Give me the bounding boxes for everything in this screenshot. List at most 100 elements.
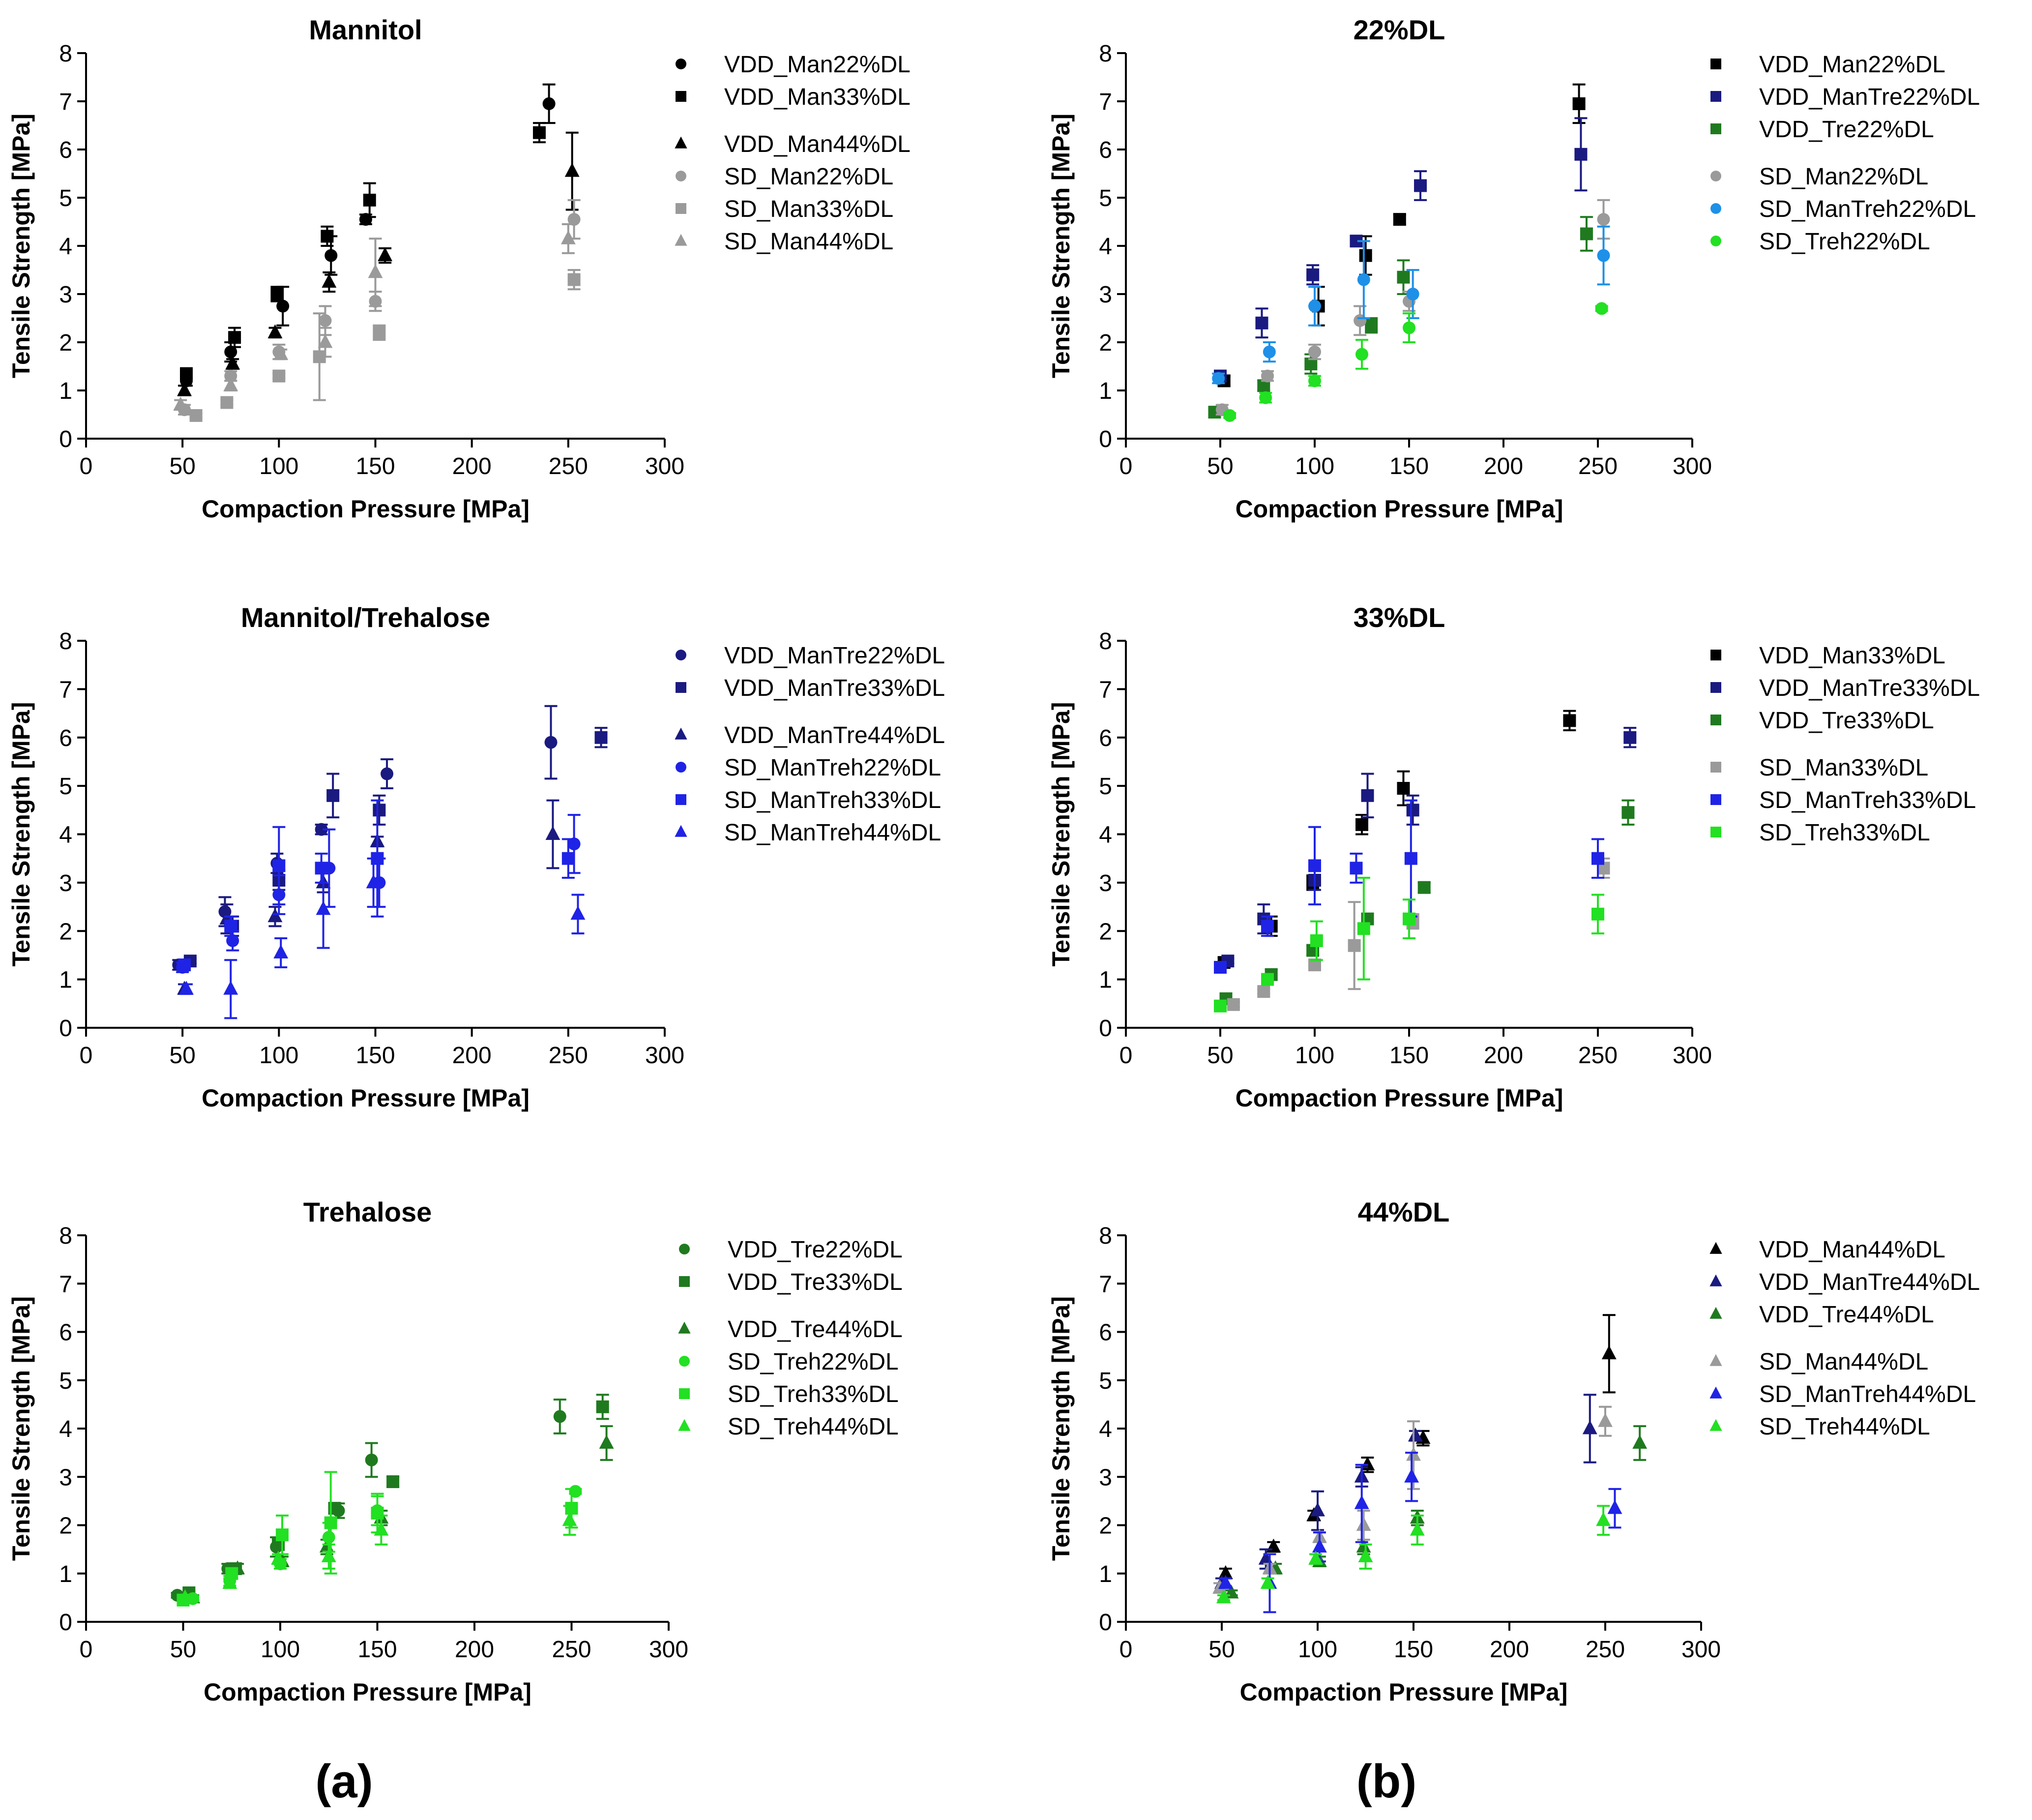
legend-marker (1710, 762, 1721, 773)
legend-entry: SD_ManTreh22%DL (1759, 196, 1976, 222)
legend-marker (1710, 203, 1721, 214)
chart-title: Trehalose (303, 1196, 432, 1227)
legend-marker (678, 1419, 691, 1431)
legend-marker (1709, 1242, 1722, 1254)
data-point (273, 944, 289, 958)
data-point (1591, 852, 1604, 865)
legend: VDD_Man33%DL VDD_ManTre33%DL VDD_Tre33%DL S… (1710, 643, 1980, 846)
data-point (594, 731, 608, 744)
legend-entry: SD_Treh33%DL (728, 1381, 899, 1407)
legend-entry: SD_Treh44%DL (728, 1414, 899, 1440)
legend-entry: SD_Man22%DL (1759, 164, 1928, 190)
legend-marker (675, 136, 687, 149)
y-tick-label: 0 (59, 1610, 72, 1636)
chart-title: Mannitol/Trehalose (241, 602, 490, 633)
legend-marker (679, 1356, 690, 1367)
chart-trehalose: 0 1 2 3 4 5 6 7 8 0 50 100 150 200 250 300 Trehalose Comp… (7, 1196, 903, 1706)
y-tick-label: 3 (59, 282, 72, 308)
legend-marker (1710, 59, 1721, 69)
data-point (177, 382, 192, 396)
y-tick-label: 4 (1099, 822, 1112, 848)
data-point (532, 126, 546, 139)
data-point (1350, 862, 1363, 875)
y-tick-label: 1 (1099, 967, 1112, 993)
legend-marker (675, 825, 687, 837)
y-tick-label: 6 (1099, 725, 1112, 751)
data-point (1403, 321, 1415, 334)
series-VDD_Tre44%DL (185, 1425, 614, 1604)
legend-marker (678, 1321, 691, 1334)
legend-marker (679, 1388, 690, 1399)
x-tick-label: 0 (1119, 453, 1133, 479)
data-point (1227, 998, 1240, 1011)
x-axis-label: Compaction Pressure [MPa] (204, 1678, 531, 1706)
data-point (223, 981, 238, 995)
x-tick-label: 50 (169, 1043, 195, 1069)
data-point (567, 213, 581, 226)
legend-marker (1709, 1307, 1722, 1319)
legend-entry: VDD_Tre33%DL (728, 1269, 903, 1295)
x-tick-label: 50 (170, 1637, 196, 1663)
series-VDD_Man44%DL (177, 131, 580, 396)
y-tick-label: 7 (59, 89, 72, 115)
y-axis-label: Tensile Strength [MPa] (7, 114, 35, 378)
x-tick-label: 150 (1394, 1637, 1433, 1663)
data-point (315, 862, 328, 875)
y-tick-label: 4 (59, 1416, 72, 1442)
x-tick-label: 250 (552, 1637, 591, 1663)
y-axis-label: Tensile Strength [MPa] (1047, 702, 1075, 966)
data-point (1563, 714, 1576, 727)
legend-entry: SD_ManTreh33%DL (724, 787, 941, 813)
panel-label-a: (a) (315, 1755, 373, 1808)
data-point (276, 299, 290, 313)
legend-marker (676, 650, 686, 660)
series-SD_Treh33%DL (177, 1471, 578, 1607)
data-point (1598, 1413, 1613, 1427)
legend-marker (1710, 91, 1721, 102)
chart-dl33: 0 1 2 3 4 5 6 7 8 0 50 100 150 200 250 300 33%DL Compacti… (1047, 602, 1980, 1112)
y-tick-label: 5 (59, 1368, 72, 1394)
x-axis-label: Compaction Pressure [MPa] (202, 1084, 530, 1112)
data-point (1214, 961, 1227, 974)
legend-marker (1709, 1386, 1722, 1399)
data-point (1261, 369, 1274, 383)
legend-entry: SD_Treh44%DL (1759, 1414, 1930, 1440)
x-tick-label: 100 (261, 1637, 300, 1663)
y-tick-label: 2 (59, 1513, 72, 1539)
data-point (1580, 227, 1593, 240)
data-point (275, 1528, 289, 1542)
x-tick-label: 0 (80, 453, 93, 479)
y-tick-label: 8 (59, 628, 72, 655)
series-VDD_Tre33%DL (182, 1394, 609, 1600)
data-point (1255, 316, 1268, 329)
legend-entry: VDD_ManTre33%DL (1759, 675, 1980, 701)
data-point (1266, 1538, 1281, 1553)
data-point (1355, 818, 1368, 831)
x-tick-label: 300 (645, 1043, 684, 1069)
data-point (1596, 1512, 1611, 1526)
y-tick-label: 4 (1099, 234, 1112, 260)
data-point (224, 345, 237, 358)
data-point (1591, 907, 1604, 921)
data-point (599, 1434, 614, 1449)
data-point (596, 1400, 609, 1413)
data-point (1308, 859, 1321, 872)
y-tick-label: 0 (1099, 426, 1112, 452)
legend-marker (676, 682, 686, 693)
data-point (1261, 973, 1274, 986)
data-point (1348, 939, 1361, 952)
data-point (365, 1453, 378, 1466)
y-tick-label: 7 (1099, 1271, 1112, 1297)
x-tick-label: 0 (1119, 1637, 1133, 1663)
legend-entry: VDD_ManTre44%DL (1759, 1269, 1980, 1295)
data-point (1406, 1447, 1421, 1461)
series-VDD_Tre33%DL (1219, 799, 1635, 1005)
x-tick-label: 200 (1490, 1637, 1529, 1663)
legend-entry: SD_ManTreh33%DL (1759, 787, 1976, 813)
x-tick-label: 300 (1673, 453, 1712, 479)
data-point (565, 1502, 578, 1515)
data-point (561, 852, 575, 865)
legend-entry: VDD_ManTre44%DL (724, 722, 945, 748)
data-point (316, 901, 331, 915)
